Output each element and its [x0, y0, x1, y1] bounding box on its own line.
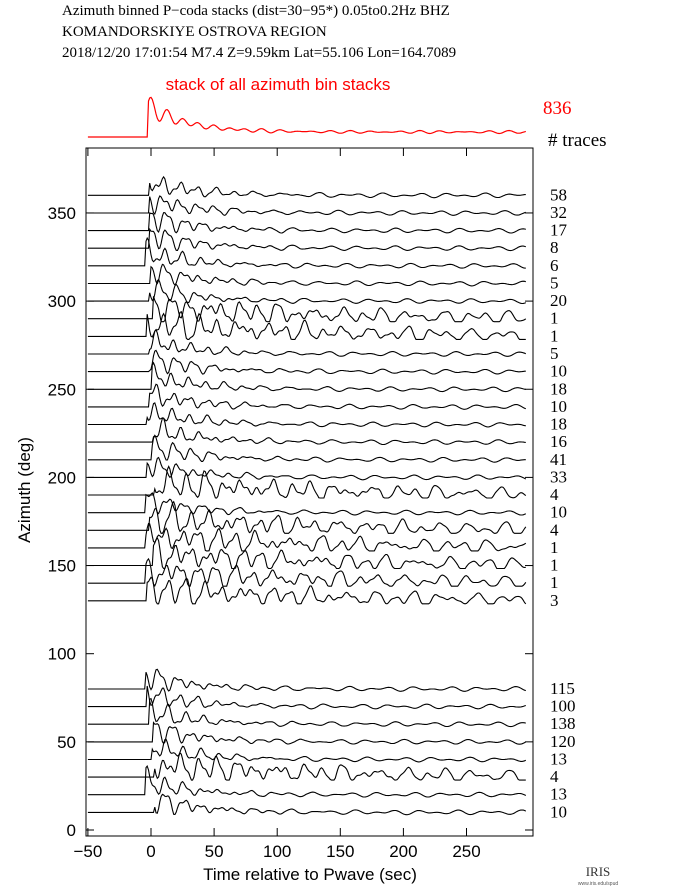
- iris-logo: IRIS www.iris.edu/spud: [578, 864, 619, 887]
- stack-label: stack of all azimuth bin stacks: [166, 75, 391, 94]
- y-tick-label: 150: [48, 557, 76, 576]
- trace-count-label: 8: [550, 238, 559, 257]
- trace-count-label: 138: [550, 714, 576, 733]
- trace-az-40: [87, 738, 527, 763]
- trace-count-label: 4: [550, 485, 559, 504]
- plot-frame: [85, 147, 534, 837]
- trace-az-290: [87, 296, 527, 323]
- trace-count-label: 4: [550, 767, 559, 786]
- trace-az-240: [87, 383, 527, 410]
- trace-count-label: 1: [550, 309, 559, 328]
- trace-az-140: [87, 557, 527, 588]
- trace-count-label: 115: [550, 679, 575, 698]
- trace-az-270: [87, 328, 527, 357]
- trace-az-150: [87, 536, 526, 570]
- y-tick-label: 0: [67, 821, 76, 840]
- trace-az-160: [87, 522, 527, 552]
- header-line-3: 2018/12/20 17:01:54 M7.4 Z=9.59km Lat=55…: [62, 45, 457, 61]
- trace-az-310: [87, 263, 526, 287]
- trace-count-label: 17: [550, 221, 568, 240]
- trace-count-label: 1: [550, 538, 559, 557]
- trace-az-180: [87, 492, 527, 516]
- trace-az-70: [87, 685, 526, 710]
- header-line-2: KOMANDORSKIYE OSTROVA REGION: [62, 24, 327, 40]
- trace-count-label: 13: [550, 749, 567, 768]
- x-tick-label: 200: [389, 842, 417, 861]
- trace-count-label: 1: [550, 573, 559, 592]
- x-tick-label: 150: [326, 842, 354, 861]
- trace-count-label: 6: [550, 256, 559, 275]
- trace-count-label: 18: [550, 379, 567, 398]
- trace-az-280: [87, 310, 526, 340]
- trace-count-label: 4: [550, 520, 559, 539]
- x-tick-label: 250: [452, 842, 480, 861]
- trace-az-10: [87, 793, 527, 816]
- trace-az-360: [87, 175, 526, 199]
- trace-count-label: 16: [550, 432, 567, 451]
- trace-az-30: [87, 751, 526, 781]
- y-tick-label: 200: [48, 468, 76, 487]
- x-tick-label: 50: [205, 842, 224, 861]
- trace-az-20: [87, 764, 527, 798]
- x-tick-label: 0: [146, 842, 155, 861]
- trace-az-300: [87, 278, 526, 305]
- trace-count-label: 10: [550, 503, 567, 522]
- trace-az-320: [87, 236, 526, 269]
- trace-count-label: 20: [550, 291, 567, 310]
- trace-count-label: 33: [550, 467, 567, 486]
- x-tick-label: −50: [73, 842, 102, 861]
- trace-count-label: 5: [550, 273, 559, 292]
- trace-az-250: [87, 361, 526, 393]
- trace-az-230: [87, 402, 526, 428]
- y-tick-label: 350: [48, 204, 76, 223]
- trace-count-label: 100: [550, 697, 576, 716]
- trace-az-50: [87, 721, 527, 745]
- y-tick-label: 250: [48, 380, 76, 399]
- trace-count-label: 120: [550, 732, 576, 751]
- trace-count-label: 32: [550, 203, 567, 222]
- trace-az-80: [87, 668, 526, 692]
- trace-az-210: [87, 434, 526, 463]
- trace-az-340: [87, 212, 526, 234]
- trace-count-label: 10: [550, 802, 567, 821]
- trace-count-label: 10: [550, 362, 567, 381]
- y-axis-label: Azimuth (deg): [15, 437, 34, 543]
- trace-count-label: 41: [550, 450, 567, 469]
- x-tick-label: 100: [263, 842, 291, 861]
- trace-az-190: [87, 465, 527, 499]
- trace-az-350: [87, 195, 527, 216]
- trace-az-260: [87, 349, 526, 375]
- y-tick-label: 50: [57, 733, 76, 752]
- trace-count-label: 3: [550, 591, 559, 610]
- stack-trace-count: 836: [543, 98, 572, 119]
- trace-count-label: 18: [550, 415, 567, 434]
- traces-header: # traces: [548, 130, 607, 151]
- stack-trace: [87, 96, 526, 138]
- y-tick-label: 100: [48, 645, 76, 664]
- trace-az-130: [87, 576, 527, 605]
- trace-count-label: 5: [550, 344, 559, 363]
- y-tick-label: 300: [48, 292, 76, 311]
- trace-count-label: 10: [550, 397, 567, 416]
- trace-az-220: [87, 417, 526, 446]
- trace-count-label: 1: [550, 326, 559, 345]
- trace-az-330: [87, 227, 526, 252]
- iris-logo-text: IRIS: [586, 864, 611, 879]
- trace-az-60: [87, 697, 526, 728]
- trace-az-200: [87, 456, 527, 481]
- trace-count-label: 58: [550, 185, 567, 204]
- header-line-1: Azimuth binned P−coda stacks (dist=30−95…: [62, 3, 450, 19]
- trace-az-170: [87, 500, 527, 534]
- x-axis-label: Time relative to Pwave (sec): [203, 865, 417, 884]
- trace-count-label: 13: [550, 785, 567, 804]
- iris-logo-url: www.iris.edu/spud: [578, 881, 619, 887]
- trace-count-label: 1: [550, 556, 559, 575]
